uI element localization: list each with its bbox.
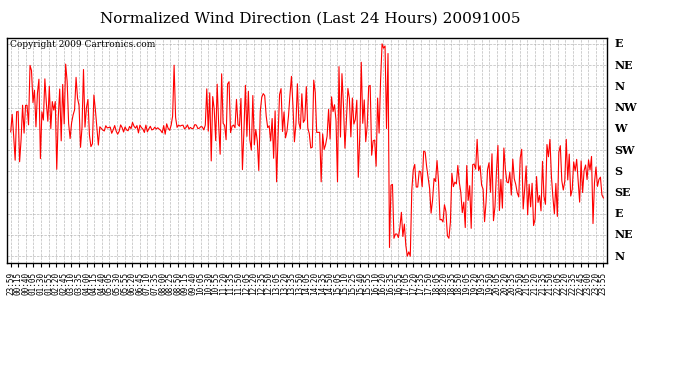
- Text: SE: SE: [614, 187, 631, 198]
- Text: N: N: [614, 251, 624, 262]
- Text: E: E: [614, 38, 622, 50]
- Text: N: N: [614, 81, 624, 92]
- Text: Normalized Wind Direction (Last 24 Hours) 20091005: Normalized Wind Direction (Last 24 Hours…: [100, 11, 521, 25]
- Text: W: W: [614, 123, 627, 134]
- Text: NE: NE: [614, 230, 633, 240]
- Text: Copyright 2009 Cartronics.com: Copyright 2009 Cartronics.com: [10, 40, 155, 49]
- Text: NE: NE: [614, 60, 633, 70]
- Text: S: S: [614, 166, 622, 177]
- Text: SW: SW: [614, 144, 635, 156]
- Text: E: E: [614, 208, 622, 219]
- Text: NW: NW: [614, 102, 637, 113]
